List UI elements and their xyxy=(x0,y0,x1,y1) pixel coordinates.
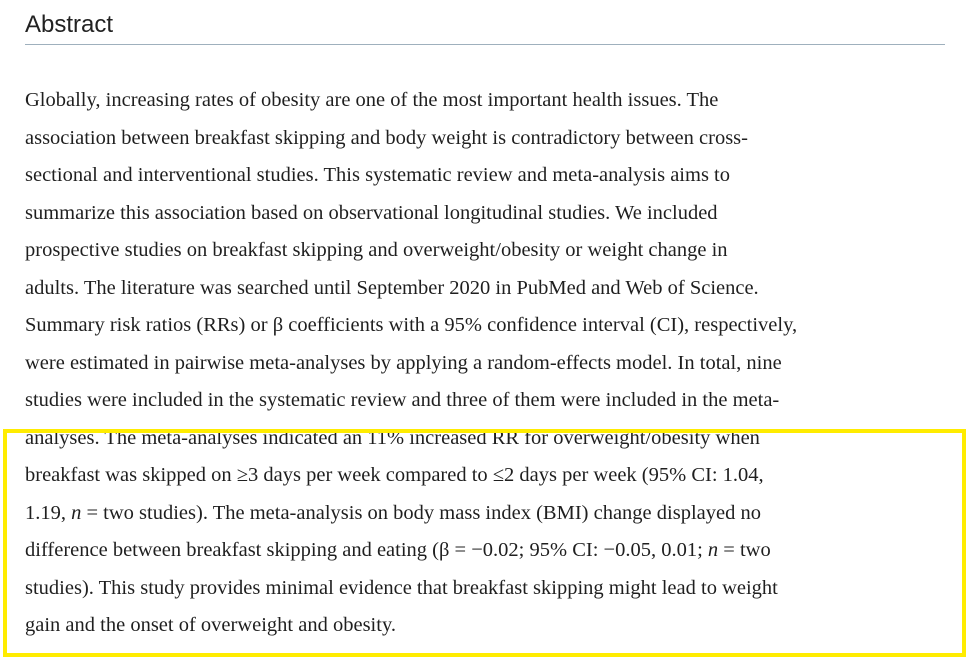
section-header: Abstract xyxy=(25,6,945,45)
abstract-line: Summary risk ratios (RRs) or β coefficie… xyxy=(25,314,798,336)
italic-n: n xyxy=(71,501,82,524)
italic-n: n xyxy=(707,539,719,561)
abstract-line: analyses. The meta-analyses indicated an… xyxy=(25,426,760,449)
abstract-line: gain and the onset of overweight and obe… xyxy=(25,614,396,636)
line-text: difference between breakfast skipping an… xyxy=(25,539,708,561)
line-text: 1.19, xyxy=(25,501,72,524)
section-title: Abstract xyxy=(25,11,114,38)
abstract-line: association between breakfast skipping a… xyxy=(25,126,748,149)
abstract-line: 1.19, n = two studies). The meta-analysi… xyxy=(25,495,955,533)
abstract-line: studies were included in the systematic … xyxy=(25,389,780,411)
line-text: = two studies). The meta-analysis on bod… xyxy=(81,501,761,524)
abstract-line: studies). This study provides minimal ev… xyxy=(25,576,778,599)
abstract-line: adults. The literature was searched unti… xyxy=(25,276,759,299)
abstract-line: prospective studies on breakfast skippin… xyxy=(25,239,728,261)
abstract-line: summarize this association based on obse… xyxy=(25,201,718,224)
abstract-line: were estimated in pairwise meta-analyses… xyxy=(25,351,782,374)
line-text: = two xyxy=(718,539,771,561)
abstract-line: difference between breakfast skipping an… xyxy=(25,532,955,570)
abstract-text: Globally, increasing rates of obesity ar… xyxy=(25,82,955,645)
abstract-line: Globally, increasing rates of obesity ar… xyxy=(25,89,719,111)
abstract-line: sectional and interventional studies. Th… xyxy=(25,164,730,186)
abstract-line: breakfast was skipped on ≥3 days per wee… xyxy=(25,464,764,486)
